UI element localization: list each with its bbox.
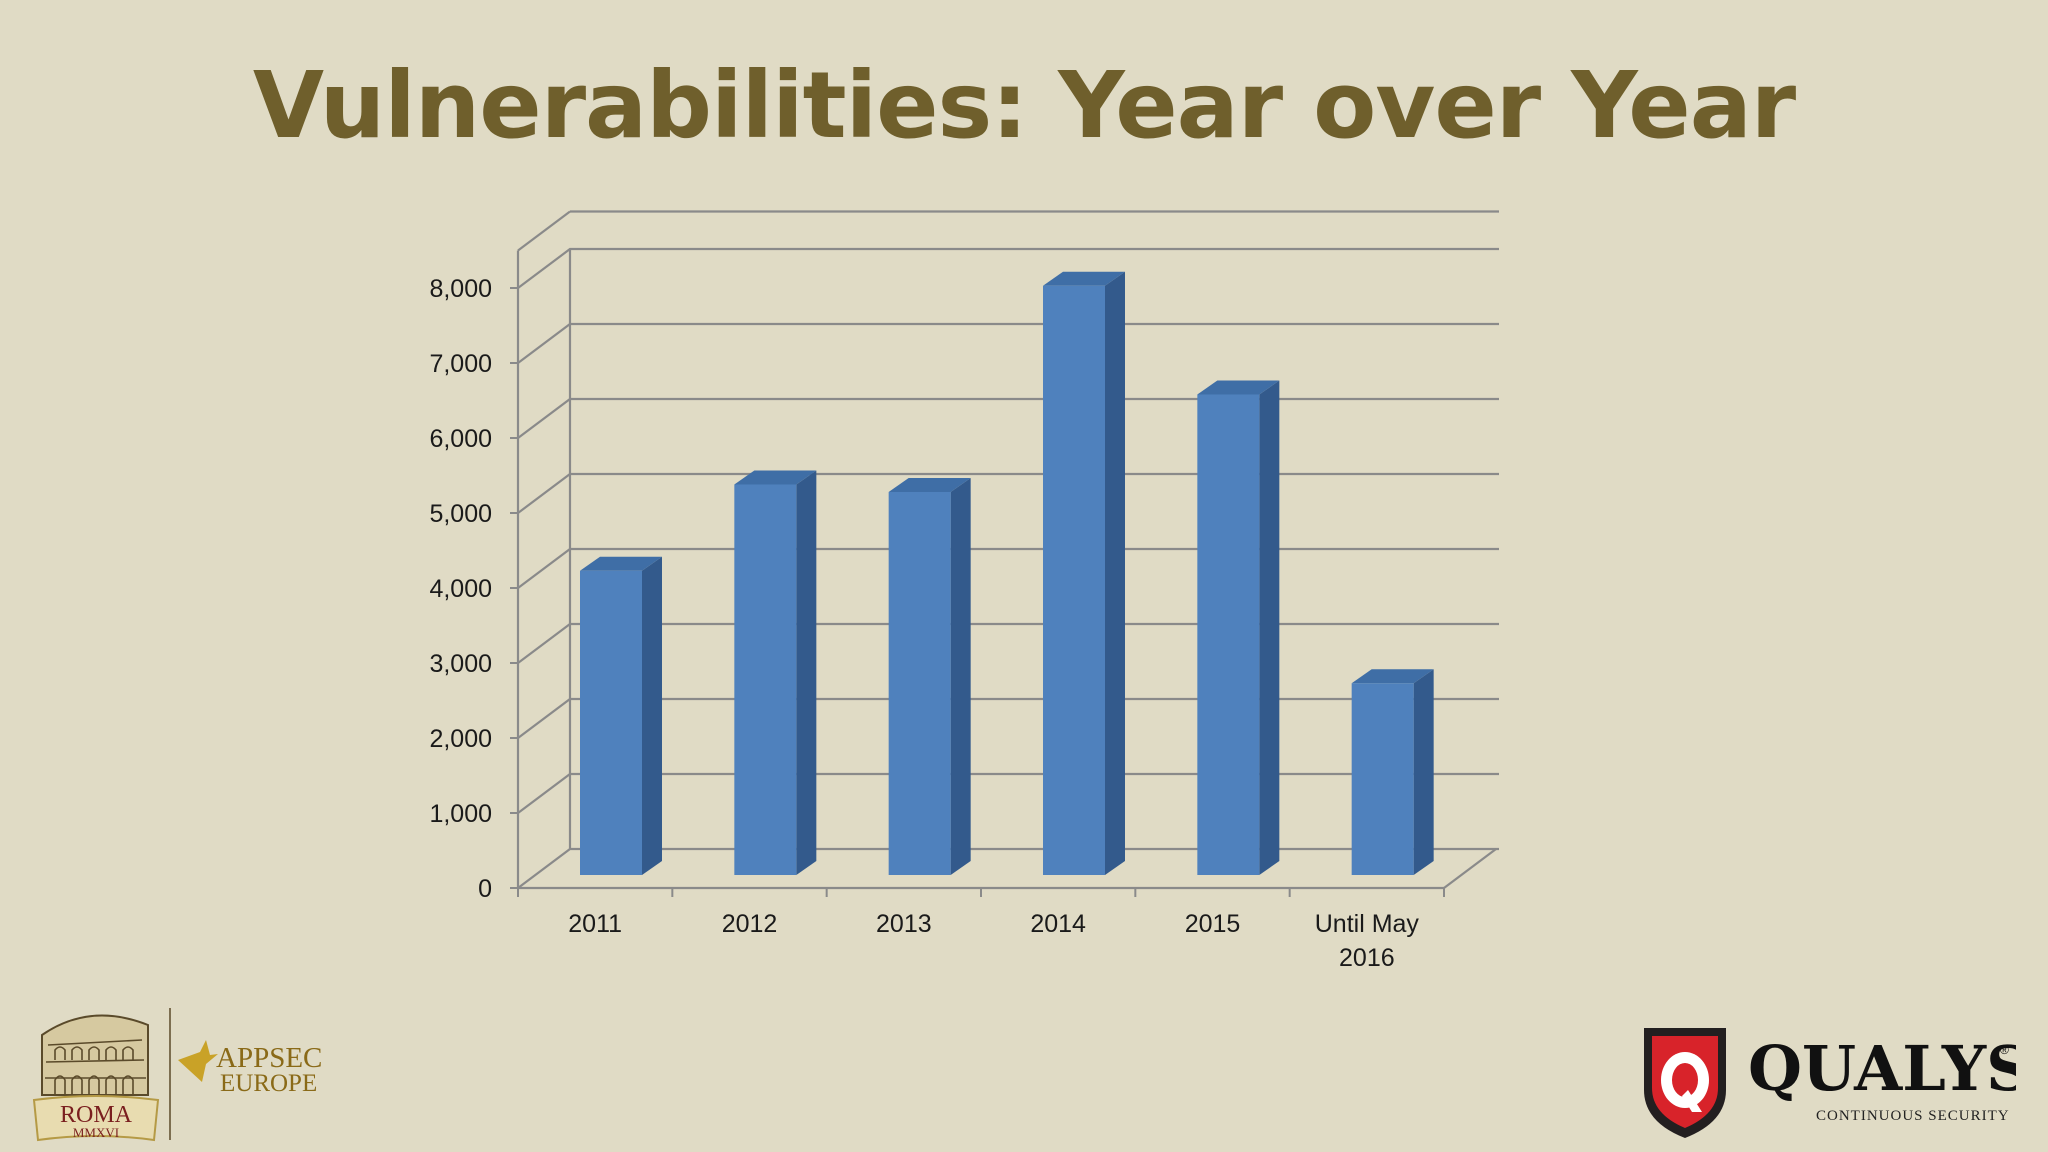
roma-label: ROMA <box>60 1102 133 1128</box>
bar <box>1043 271 1125 875</box>
bar-front <box>734 484 797 875</box>
x-tick-label: Until May 2016 <box>1315 910 1420 972</box>
bar-top <box>1351 669 1434 684</box>
side-wall-top <box>517 210 571 252</box>
chart-grid <box>517 210 1499 889</box>
bar <box>1351 669 1434 875</box>
bar-side <box>1105 271 1125 875</box>
y-tick-label: 4,000 <box>429 575 492 603</box>
gridline <box>517 547 1499 589</box>
bar <box>1197 380 1280 875</box>
wasp-icon <box>178 1040 218 1082</box>
y-tick-label: 2,000 <box>429 725 492 753</box>
chart-bars <box>580 271 1434 875</box>
europe-label: EUROPE <box>220 1070 317 1097</box>
bar-side <box>950 478 971 875</box>
qualys-logo: QUALYS ® CONTINUOUS SECURITY <box>1644 1028 2016 1138</box>
y-tick-label: 3,000 <box>429 650 492 678</box>
y-tick-label: 8,000 <box>429 275 492 303</box>
y-tick-label: 0 <box>478 875 492 903</box>
qualys-shield-icon <box>1644 1028 1726 1138</box>
y-tick-label: 1,000 <box>429 800 492 828</box>
x-tick-label: 2015 <box>1185 910 1241 938</box>
colosseum-icon <box>41 1014 149 1096</box>
chart-labels: 0 1,000 2,000 3,000 4,000 5,000 6,000 7,000 8,00… <box>429 275 1419 972</box>
x-tick-label: 2012 <box>722 910 778 938</box>
y-tick-label: 6,000 <box>429 425 492 453</box>
svg-text:®: ® <box>2000 1043 2009 1057</box>
y-tick-label: 7,000 <box>429 350 492 378</box>
bar-side <box>1259 380 1280 875</box>
chart-axes <box>510 250 1497 897</box>
x-tick-label: 2013 <box>876 910 932 938</box>
bar-front <box>1197 394 1260 875</box>
bar-top <box>888 478 971 492</box>
gridline <box>517 397 1499 439</box>
appsec-europe-logo: ROMA MMXVI APPSEC EUROPE <box>32 1008 322 1142</box>
bar <box>888 478 971 875</box>
x-tick-label: 2011 <box>568 910 622 938</box>
bar-front <box>1351 683 1414 875</box>
bar-side <box>642 556 662 875</box>
y-tick-label: 5,000 <box>429 500 492 528</box>
bar <box>734 470 817 875</box>
bar-front <box>580 570 642 875</box>
gridline <box>517 322 1499 364</box>
gridline <box>517 247 1499 289</box>
slide-title: Vulnerabilities: Year over Year <box>252 52 1796 159</box>
bar-top <box>734 470 817 485</box>
qualys-wordmark: QUALYS <box>1748 1032 2016 1105</box>
appsec-label: APPSEC <box>216 1042 322 1074</box>
mmxvi-label: MMXVI <box>73 1125 119 1140</box>
bar-front <box>888 492 951 875</box>
bar <box>580 556 662 875</box>
qualys-tagline: CONTINUOUS SECURITY <box>1816 1108 2010 1124</box>
bar-top <box>580 556 662 571</box>
bar-top <box>1197 380 1280 395</box>
bar-top <box>1043 271 1125 286</box>
bar-front <box>1043 285 1105 875</box>
gridline <box>517 472 1499 514</box>
gridline <box>517 622 1499 664</box>
floor-edge <box>1443 848 1497 889</box>
x-tick-label: 2014 <box>1030 910 1086 938</box>
bar-side <box>796 470 817 875</box>
bar-side <box>1413 669 1434 875</box>
